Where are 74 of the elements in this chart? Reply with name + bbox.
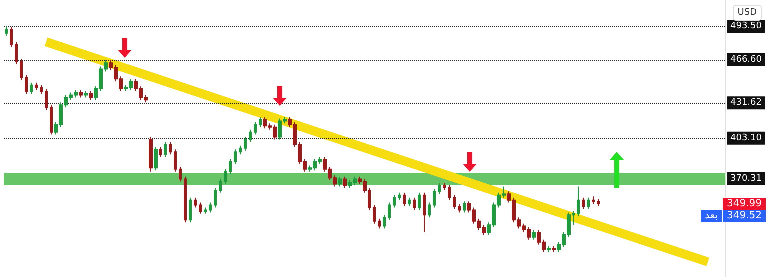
candlestick xyxy=(30,82,33,94)
candlestick xyxy=(149,136,153,172)
candlestick xyxy=(79,90,83,98)
candlestick xyxy=(443,182,446,191)
candlestick xyxy=(45,88,48,111)
candlestick xyxy=(343,176,347,188)
candlestick xyxy=(169,142,172,156)
candlestick xyxy=(234,149,237,165)
candlestick xyxy=(587,197,590,210)
candlestick xyxy=(40,84,43,94)
candlestick xyxy=(453,194,456,210)
candlestick xyxy=(35,82,38,91)
candlestick xyxy=(154,146,158,172)
candlestick xyxy=(179,166,182,182)
candlestick xyxy=(448,184,451,201)
candlestick xyxy=(532,230,536,240)
candlestick xyxy=(577,186,580,217)
candlestick xyxy=(25,74,28,94)
candlestick xyxy=(50,104,53,136)
y-tick-label: 431.62 xyxy=(730,98,762,108)
candlestick xyxy=(592,196,595,205)
candlestick xyxy=(463,201,466,214)
candlestick xyxy=(164,142,167,158)
candlestick xyxy=(423,192,426,233)
candlestick xyxy=(224,168,227,185)
candlestick xyxy=(209,202,212,214)
candlestick xyxy=(393,194,396,208)
candlestick xyxy=(5,26,8,36)
candlestick xyxy=(184,176,187,224)
candlestick xyxy=(159,146,162,158)
candlestick xyxy=(418,192,421,211)
candlestick xyxy=(383,214,386,230)
candlestick xyxy=(229,159,232,175)
candlestick xyxy=(254,122,257,136)
candlestick xyxy=(174,149,177,172)
candlestick xyxy=(249,129,252,143)
candlestick xyxy=(438,182,441,195)
candlestick xyxy=(189,197,192,224)
candlestick xyxy=(547,246,551,253)
candlestick xyxy=(403,192,406,208)
candlestick xyxy=(10,26,13,48)
candlestick xyxy=(214,187,217,208)
candlestick xyxy=(582,197,585,210)
candlestick xyxy=(378,218,381,230)
candlestick xyxy=(244,136,247,152)
candlestick xyxy=(20,58,23,81)
y-tick-label: 403.10 xyxy=(730,133,762,144)
candlestick xyxy=(597,198,600,208)
candlestick xyxy=(413,197,416,211)
candlestick xyxy=(199,202,202,214)
candlestick xyxy=(373,204,376,224)
candlestick xyxy=(338,176,342,188)
candlestick xyxy=(458,204,461,214)
candlestick xyxy=(15,42,18,65)
candlestick xyxy=(433,188,436,208)
candlestick xyxy=(428,202,431,218)
annotation: بعد xyxy=(705,210,718,222)
candlestick xyxy=(219,178,222,194)
y-tick-label: 466.60 xyxy=(730,54,762,65)
candlestick xyxy=(84,91,88,98)
candlestick xyxy=(552,246,556,253)
candlestick xyxy=(239,145,242,156)
y-tick-label: 493.50 xyxy=(730,22,762,32)
candlestick xyxy=(194,197,197,208)
candlestick xyxy=(398,192,401,201)
candlestick xyxy=(388,202,391,221)
candlestick xyxy=(89,91,93,101)
candlestick xyxy=(204,207,207,214)
y-axis-title: USD xyxy=(732,5,762,21)
text: 349.99 xyxy=(727,198,762,210)
y-tick-label: 370.31 xyxy=(730,174,762,184)
candlestick xyxy=(408,197,411,208)
candlestick xyxy=(259,116,262,128)
text: 349.52 xyxy=(727,210,762,222)
